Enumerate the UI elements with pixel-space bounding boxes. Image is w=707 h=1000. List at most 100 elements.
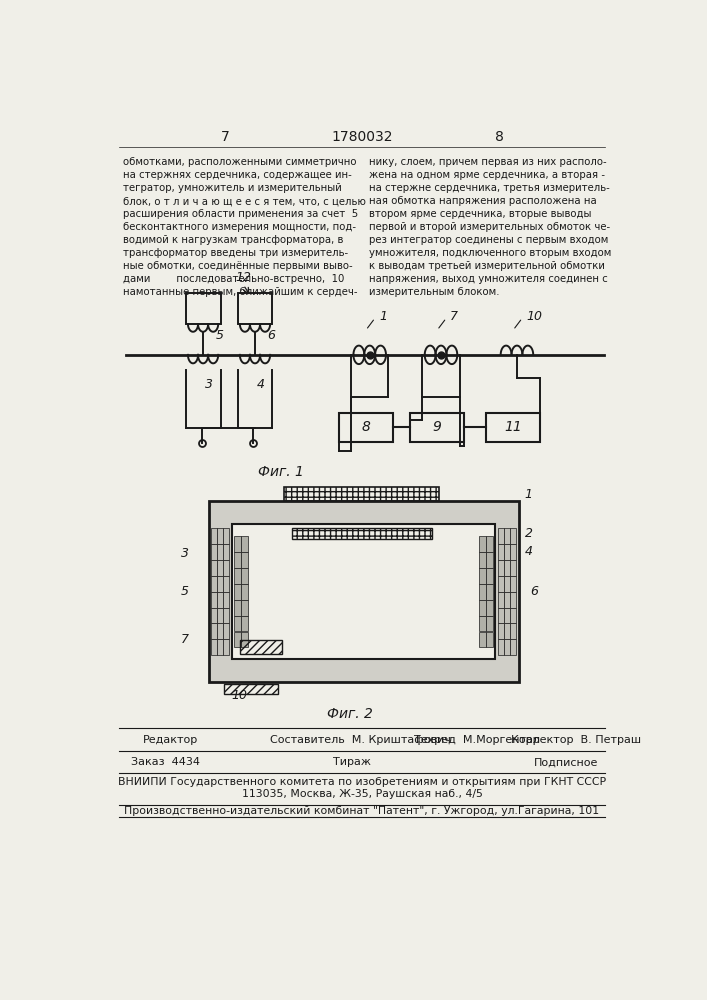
Bar	[498, 592, 504, 608]
Bar	[211, 544, 217, 560]
Bar	[339, 413, 393, 442]
Bar	[479, 552, 486, 568]
Bar	[217, 560, 223, 576]
Bar	[209, 501, 518, 682]
Bar	[217, 528, 223, 544]
Text: 3: 3	[181, 547, 189, 560]
Bar	[486, 536, 493, 552]
Bar	[217, 576, 223, 592]
Text: 1: 1	[379, 310, 387, 323]
Bar	[211, 576, 217, 592]
Bar	[498, 576, 504, 592]
Text: Производственно-издательский комбинат "Патент", г. Ужгород, ул.Гагарина, 101: Производственно-издательский комбинат "П…	[124, 806, 600, 816]
Text: Техред  М.Моргентал: Техред М.Моргентал	[414, 735, 540, 745]
Bar	[504, 560, 510, 576]
Text: 113035, Москва, Ж-35, Раушская наб., 4/5: 113035, Москва, Ж-35, Раушская наб., 4/5	[242, 789, 482, 799]
Bar	[498, 623, 504, 639]
Text: 7: 7	[450, 310, 458, 323]
Bar	[234, 600, 241, 616]
Text: 5: 5	[216, 329, 223, 342]
Text: 11: 11	[504, 420, 522, 434]
Bar	[232, 524, 495, 659]
Text: Фиг. 1: Фиг. 1	[257, 465, 303, 479]
Bar	[498, 544, 504, 560]
Bar	[486, 600, 493, 616]
Text: 8: 8	[361, 420, 370, 434]
Bar	[498, 528, 504, 544]
Text: 3: 3	[204, 378, 213, 391]
Bar	[486, 584, 493, 600]
Bar	[240, 640, 282, 654]
Bar	[223, 576, 230, 592]
Bar	[217, 639, 223, 655]
Bar	[217, 623, 223, 639]
Text: Фиг. 2: Фиг. 2	[327, 707, 373, 721]
Bar	[510, 528, 516, 544]
Bar	[234, 584, 241, 600]
Bar	[223, 639, 230, 655]
Bar	[504, 592, 510, 608]
Bar	[211, 639, 217, 655]
Bar	[186, 293, 221, 324]
Bar	[486, 632, 493, 647]
Bar	[241, 600, 248, 616]
Bar	[223, 560, 230, 576]
Bar	[510, 639, 516, 655]
Text: 7: 7	[181, 633, 189, 646]
Bar	[284, 487, 440, 501]
Bar	[498, 560, 504, 576]
Bar	[224, 684, 279, 694]
Bar	[504, 608, 510, 623]
Bar	[241, 568, 248, 584]
Bar	[510, 544, 516, 560]
Bar	[223, 528, 230, 544]
Bar	[504, 528, 510, 544]
Bar	[504, 576, 510, 592]
Bar	[479, 584, 486, 600]
Bar	[241, 616, 248, 632]
Bar	[217, 544, 223, 560]
Bar	[211, 623, 217, 639]
Bar	[241, 584, 248, 600]
Bar	[223, 592, 230, 608]
Text: 4: 4	[525, 545, 532, 558]
Bar	[510, 592, 516, 608]
Bar	[504, 623, 510, 639]
Text: 8: 8	[495, 130, 503, 144]
Bar	[479, 632, 486, 647]
Bar	[510, 560, 516, 576]
Bar	[223, 623, 230, 639]
Bar	[479, 600, 486, 616]
Bar	[211, 608, 217, 623]
Text: 7: 7	[221, 130, 230, 144]
Bar	[223, 544, 230, 560]
Bar	[217, 608, 223, 623]
Bar	[234, 616, 241, 632]
Bar	[238, 293, 272, 324]
Text: Подписное: Подписное	[534, 757, 598, 767]
Bar	[241, 536, 248, 552]
Bar	[211, 560, 217, 576]
Text: 5: 5	[181, 585, 189, 598]
Text: 1: 1	[525, 488, 532, 501]
Bar	[211, 592, 217, 608]
Text: нику, слоем, причем первая из них располо-
жена на одном ярме сердечника, а втор: нику, слоем, причем первая из них распол…	[369, 157, 612, 297]
Text: Тираж: Тираж	[333, 757, 371, 767]
Bar	[241, 552, 248, 568]
Bar	[234, 568, 241, 584]
Bar	[510, 623, 516, 639]
Bar	[234, 632, 241, 647]
Bar	[504, 639, 510, 655]
Text: 10: 10	[526, 310, 542, 323]
Bar	[498, 639, 504, 655]
Bar	[479, 536, 486, 552]
Bar	[211, 528, 217, 544]
Text: Корректор  В. Петраш: Корректор В. Петраш	[510, 735, 641, 745]
Bar	[510, 608, 516, 623]
Bar	[486, 413, 540, 442]
Text: 4: 4	[257, 378, 264, 391]
Bar	[292, 528, 432, 539]
Text: обмотками, расположенными симметрично
на стержнях сердечника, содержащее ин-
тег: обмотками, расположенными симметрично на…	[123, 157, 366, 297]
Bar	[234, 536, 241, 552]
Bar	[486, 568, 493, 584]
